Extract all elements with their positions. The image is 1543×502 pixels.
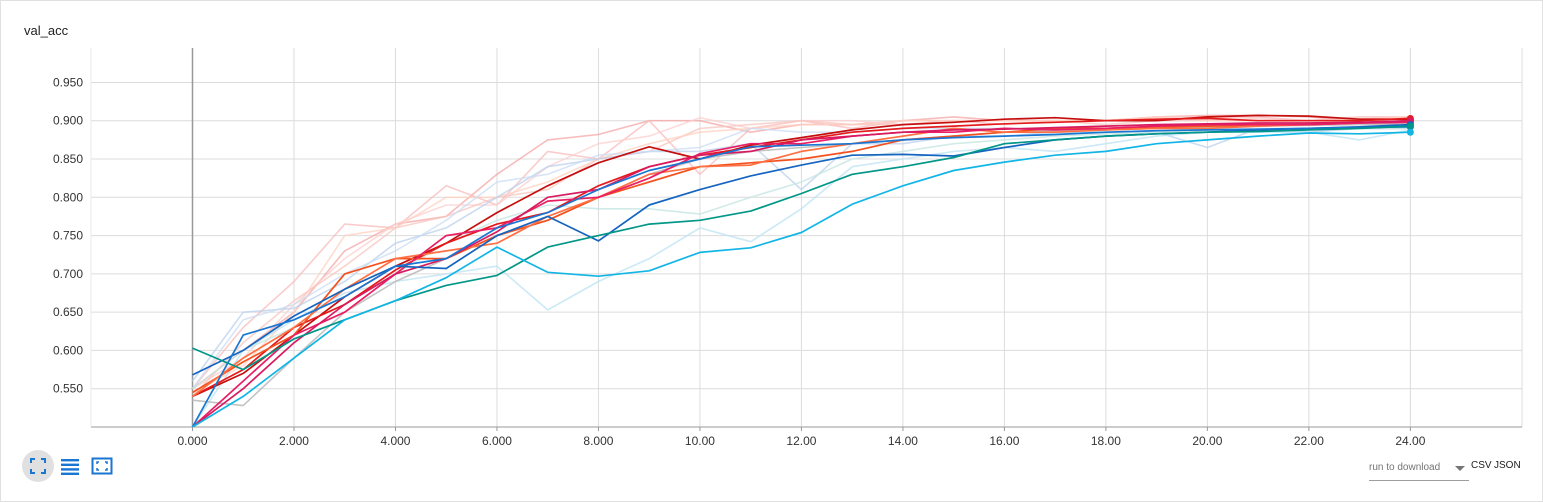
series-endpoint <box>1406 128 1414 136</box>
toggle-log-scale-button[interactable] <box>54 450 86 482</box>
series-line <box>191 119 1411 427</box>
x-tick-label: 14.00 <box>888 434 918 448</box>
x-tick-label: 24.00 <box>1395 434 1425 448</box>
chevron-down-icon <box>1455 466 1465 471</box>
y-tick-label: 0.700 <box>53 267 83 281</box>
series-group <box>191 114 1411 427</box>
y-tick-label: 0.550 <box>53 382 83 396</box>
series-line <box>192 116 1411 394</box>
fit-domain-icon <box>91 457 113 475</box>
x-tick-label: 16.00 <box>989 434 1019 448</box>
x-tick-label: 22.00 <box>1294 434 1324 448</box>
x-tick-label: 20.00 <box>1192 434 1222 448</box>
x-tick-label: 6.000 <box>482 434 512 448</box>
y-tick-label: 0.850 <box>53 152 83 166</box>
expand-chart-button[interactable] <box>22 450 54 482</box>
y-tick-label: 0.600 <box>53 343 83 357</box>
x-tick-label: 10.00 <box>685 434 715 448</box>
x-tick-label: 12.00 <box>786 434 816 448</box>
x-tick-label: 18.00 <box>1091 434 1121 448</box>
series-line <box>191 126 1411 427</box>
chart-title: val_acc <box>24 23 69 38</box>
json-download-link[interactable]: JSON <box>1494 460 1521 471</box>
y-tick-label: 0.950 <box>53 75 83 89</box>
x-tick-label: 8.000 <box>583 434 613 448</box>
x-tick-label: 4.000 <box>380 434 410 448</box>
run-to-download-label: run to download <box>1369 462 1441 473</box>
y-tick-label: 0.800 <box>53 190 83 204</box>
fullscreen-icon <box>30 458 46 474</box>
x-tick-label: 2.000 <box>279 434 309 448</box>
x-tick-label: 0.000 <box>177 434 207 448</box>
csv-download-link[interactable]: CSV <box>1471 460 1492 471</box>
lines-icon <box>61 459 79 475</box>
run-to-download-select[interactable]: run to download <box>1369 458 1469 481</box>
y-tick-label: 0.900 <box>53 114 83 128</box>
series-line <box>191 120 1411 398</box>
y-tick-label: 0.750 <box>53 229 83 243</box>
fit-domain-button[interactable] <box>86 450 118 482</box>
series-endpoint <box>1406 122 1414 130</box>
series-line <box>191 127 1411 382</box>
series-line <box>192 131 1411 427</box>
y-tick-label: 0.650 <box>53 305 83 319</box>
